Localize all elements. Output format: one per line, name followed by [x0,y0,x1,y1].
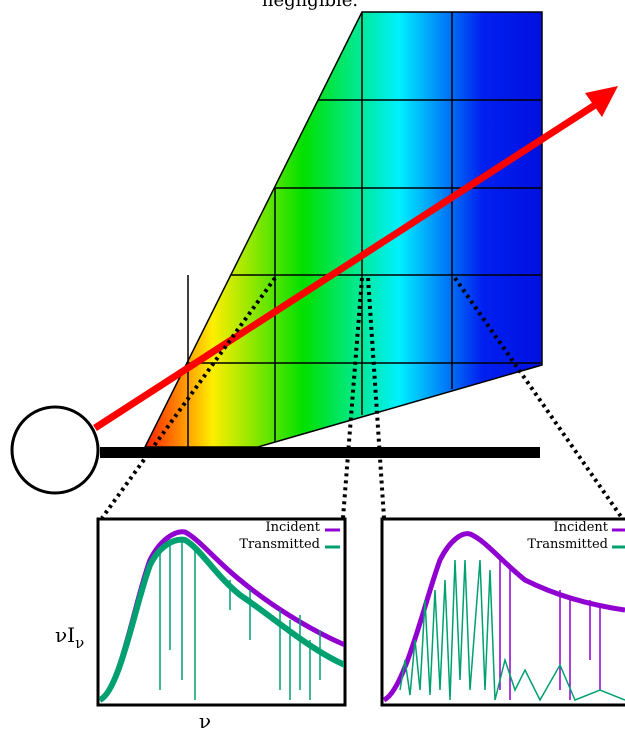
grid-wedge [143,11,543,448]
legend-label: Transmitted [527,537,608,552]
panel-1: Incident Transmitted [96,517,347,707]
panel-2: Incident Transmitted [380,517,625,707]
legend-label: Incident [553,520,608,535]
y-axis-main: νI [55,623,75,647]
source-circle [10,405,100,495]
y-axis-label: νIν [55,623,84,652]
dotted-guides [100,276,624,520]
header-text: negligible. [262,0,358,11]
legend-label: Incident [265,520,320,535]
ray-arrow [93,86,618,431]
x-axis-label: ν [199,709,211,733]
bar [100,447,540,458]
legend-label: Transmitted [239,537,320,552]
y-axis-sub: ν [75,634,84,652]
